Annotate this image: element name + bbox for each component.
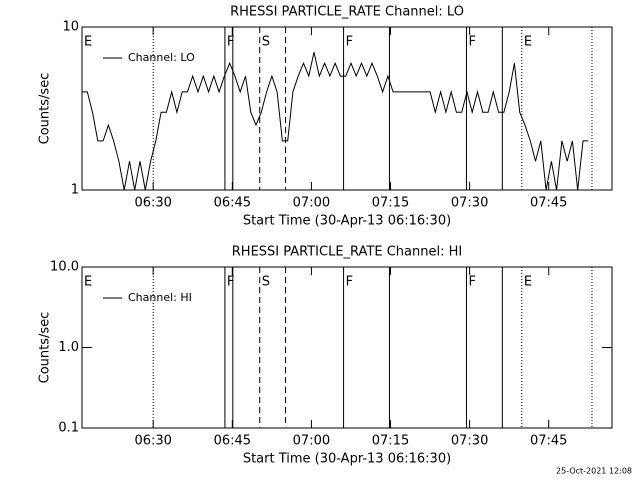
plot-frame — [81, 26, 613, 191]
x-tick-label: 07:45 — [530, 196, 567, 211]
flag-label: E — [84, 275, 92, 290]
flag-label: E — [84, 35, 92, 50]
x-tick-label: 07:30 — [451, 434, 488, 449]
x-tick-label: 06:30 — [134, 196, 171, 211]
flag-label: E — [524, 35, 532, 50]
y-tick-label: 10.0 — [50, 260, 79, 275]
flag-label: F — [346, 275, 353, 290]
x-tick-label: 07:45 — [530, 434, 567, 449]
x-tick-label: 07:00 — [293, 196, 330, 211]
flag-label: F — [346, 35, 353, 50]
x-tick-label: 06:45 — [214, 434, 251, 449]
y-tick-label: 1 — [71, 183, 79, 198]
x-tick-label: 07:15 — [372, 434, 409, 449]
data-line — [82, 52, 589, 191]
flag-label: F — [468, 275, 475, 290]
footer: 25-Oct-2021 12:08 — [556, 467, 632, 476]
legend-label: Channel: HI — [128, 291, 192, 304]
chart-title: RHESSI PARTICLE_RATE Channel: HI — [232, 245, 462, 260]
legend-label: Channel: LO — [128, 51, 195, 64]
flag-label: F — [227, 275, 234, 290]
x-tick-label: 06:45 — [214, 196, 251, 211]
x-tick-label: 06:30 — [134, 434, 171, 449]
flag-label: E — [524, 275, 532, 290]
flag-label: F — [227, 35, 234, 50]
x-axis-label: Start Time (30-Apr-13 06:16:30) — [243, 452, 451, 467]
flag-label: S — [262, 275, 270, 290]
y-tick-label: 1.0 — [58, 340, 79, 355]
x-tick-label: 07:15 — [372, 196, 409, 211]
y-axis-label: Counts/sec — [38, 73, 53, 145]
x-tick-label: 07:00 — [293, 434, 330, 449]
y-axis-label: Counts/sec — [38, 312, 53, 384]
plot-frame — [81, 266, 613, 429]
y-tick-label: 0.1 — [58, 421, 79, 436]
x-axis-label: Start Time (30-Apr-13 06:16:30) — [243, 214, 451, 229]
flag-label: F — [468, 35, 475, 50]
x-tick-label: 07:30 — [451, 196, 488, 211]
y-tick-label: 10 — [62, 20, 79, 35]
chart-title: RHESSI PARTICLE_RATE Channel: LO — [230, 5, 464, 20]
flag-label: S — [262, 35, 270, 50]
